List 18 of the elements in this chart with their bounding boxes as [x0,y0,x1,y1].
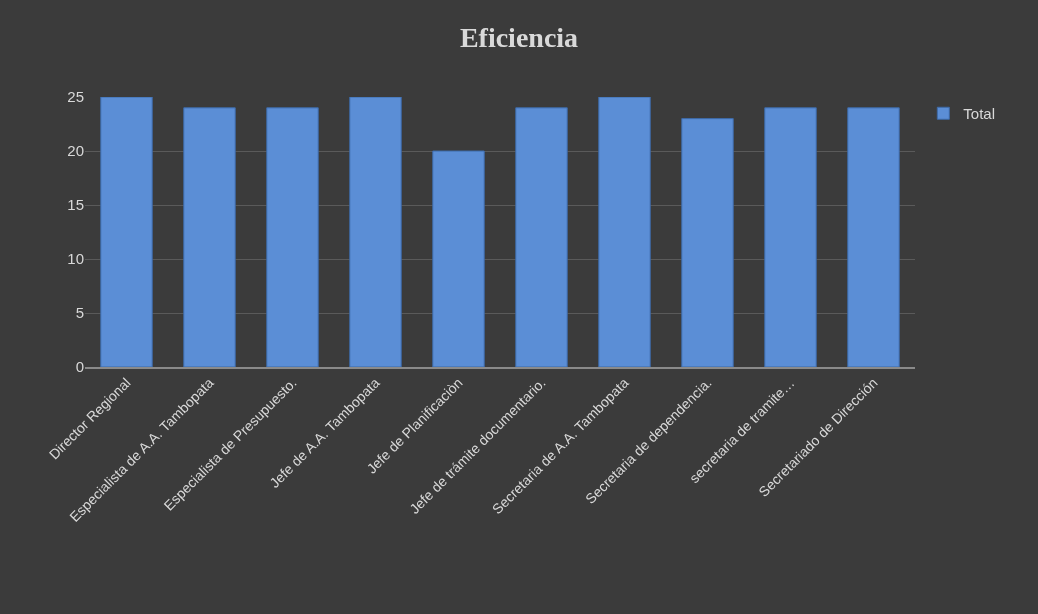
bar [349,97,402,367]
y-tick-label: 5 [75,304,84,322]
bar [266,107,319,367]
bar [847,107,900,367]
bar [183,107,236,367]
bar [681,118,734,367]
legend-label: Total [963,105,995,123]
y-tick-label: 15 [67,196,84,214]
y-tick-label: 0 [75,358,84,376]
chart-title: Eficiencia [459,22,579,54]
bar [100,97,153,367]
bar [764,107,817,367]
bar [598,97,651,367]
y-tick-label: 25 [67,88,84,106]
y-tick-label: 20 [67,142,84,160]
y-tick-label: 10 [67,250,84,268]
bar [432,150,485,367]
bar [515,107,568,367]
